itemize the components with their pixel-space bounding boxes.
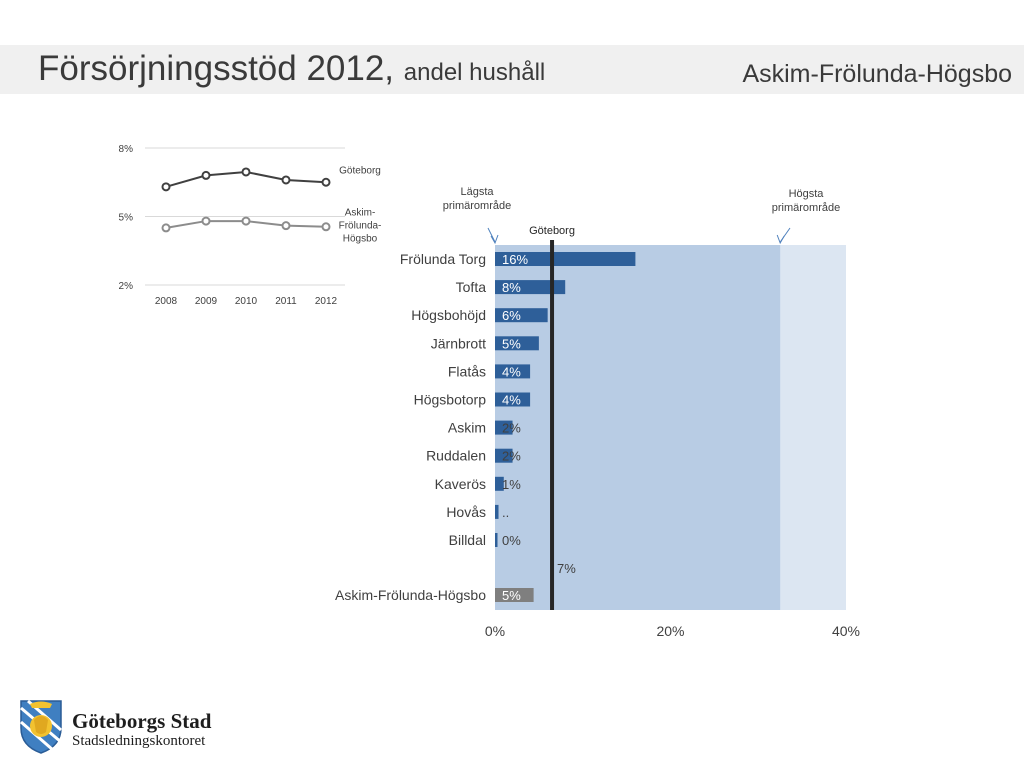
data-point — [201, 216, 211, 226]
data-point — [241, 167, 251, 177]
category-label: Högsbotorp — [414, 392, 487, 408]
y-tick-label: 5% — [119, 213, 134, 224]
data-point — [241, 216, 251, 226]
min-range-arrow — [487, 227, 496, 243]
bar-value-label: 16% — [502, 252, 528, 267]
bar-value-label: 6% — [502, 308, 521, 323]
x-tick-label: 2008 — [155, 296, 178, 307]
header-band — [0, 45, 1024, 94]
bar — [495, 504, 499, 519]
logo-name: Göteborgs Stad — [72, 709, 212, 733]
title-text: Försörjningsstöd 2012, — [38, 49, 395, 88]
bar-value-label: .. — [502, 505, 509, 520]
bar-value-label: 1% — [502, 477, 521, 492]
category-label: Kaverös — [435, 476, 486, 492]
coat-of-arms-icon — [20, 699, 62, 754]
data-point — [281, 175, 291, 185]
bar — [495, 336, 539, 351]
bar-value-label: 2% — [502, 449, 521, 464]
legend-label: Askim-Frölunda-Högsbo — [339, 207, 382, 244]
x-tick-label: 2011 — [275, 296, 297, 307]
bar — [495, 364, 531, 379]
category-label: Järnbrott — [431, 335, 486, 351]
goteborgs-stad-logo: Göteborgs Stad Stadsledningskontoret — [18, 698, 248, 758]
legend-label: Göteborg — [339, 165, 381, 176]
min-range-label: Lägsta primärområde — [443, 186, 511, 212]
category-label: Frölunda Torg — [400, 251, 486, 267]
x-tick-label: 2012 — [315, 296, 338, 307]
bar — [495, 252, 636, 266]
summary-bar — [495, 588, 534, 602]
x-tick-label: 2010 — [235, 296, 258, 307]
y-tick-label: 2% — [119, 281, 134, 292]
category-label: Askim — [448, 420, 486, 436]
bar-value-label: 4% — [502, 364, 521, 379]
data-point — [321, 177, 331, 187]
data-point — [321, 222, 331, 232]
min-range-arrowhead — [490, 234, 499, 245]
x-tick-label: 2009 — [195, 296, 218, 307]
max-range-label: Högsta primärområde — [772, 188, 840, 214]
category-label: Tofta — [456, 279, 487, 295]
bar-value-label: 0% — [502, 533, 521, 548]
summary-value-label: 5% — [502, 588, 521, 603]
bar — [495, 533, 498, 547]
category-label: Ruddalen — [426, 448, 486, 464]
data-point — [161, 182, 171, 192]
bar — [495, 420, 513, 435]
category-label: Högsbohöjd — [411, 307, 486, 323]
bar-value-label: 5% — [502, 336, 521, 351]
region-title: Askim-Frölunda-Högsbo — [742, 60, 1012, 88]
bar — [495, 392, 531, 407]
summary-category-label: Askim-Frölunda-Högsbo — [335, 587, 486, 603]
data-point — [281, 221, 291, 231]
bar-value-label: 4% — [502, 393, 521, 408]
x-axis-tick-label: 40% — [832, 623, 860, 639]
x-axis-tick-label: 0% — [485, 623, 505, 639]
bar — [495, 448, 513, 463]
data-point — [161, 223, 171, 233]
page-title: Försörjningsstöd 2012, andel hushåll — [38, 49, 545, 89]
bar-value-label: 8% — [502, 280, 521, 295]
logo-subtitle: Stadsledningskontoret — [72, 733, 206, 749]
category-label: Hovås — [446, 504, 486, 520]
y-tick-label: 8% — [119, 144, 134, 155]
category-label: Flatås — [448, 363, 486, 379]
bar-value-label: 2% — [502, 421, 521, 436]
reference-value-label: 7% — [557, 561, 576, 576]
reference-label: Göteborg — [529, 225, 575, 237]
x-axis-tick-label: 20% — [656, 623, 684, 639]
bar — [495, 476, 504, 491]
max-range-arrowhead — [776, 234, 785, 245]
bar — [495, 308, 548, 323]
range-band — [495, 245, 781, 610]
title-subtitle: andel hushåll — [403, 59, 546, 86]
bar — [495, 280, 566, 295]
category-label: Billdal — [449, 532, 486, 548]
data-point — [201, 170, 211, 180]
